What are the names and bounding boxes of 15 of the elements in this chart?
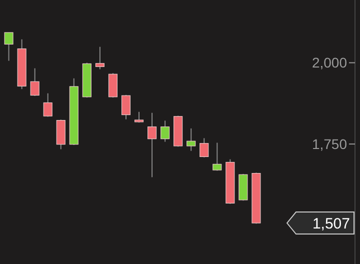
candlestick xyxy=(148,112,157,178)
candlestick xyxy=(43,92,52,118)
candlestick xyxy=(30,68,40,96)
candlestick xyxy=(121,94,131,120)
candlestick xyxy=(186,128,196,152)
candlestick xyxy=(108,72,118,98)
candlestick xyxy=(200,138,209,158)
candlestick xyxy=(212,142,222,172)
text: 1,507 xyxy=(312,215,350,232)
y-tick-label: 1,750 xyxy=(312,136,348,152)
candlestick xyxy=(95,46,104,70)
y-tick-label: 2,000 xyxy=(312,54,348,71)
candlestick xyxy=(134,111,144,124)
candlestick xyxy=(4,32,14,62)
candlestick xyxy=(160,120,170,142)
